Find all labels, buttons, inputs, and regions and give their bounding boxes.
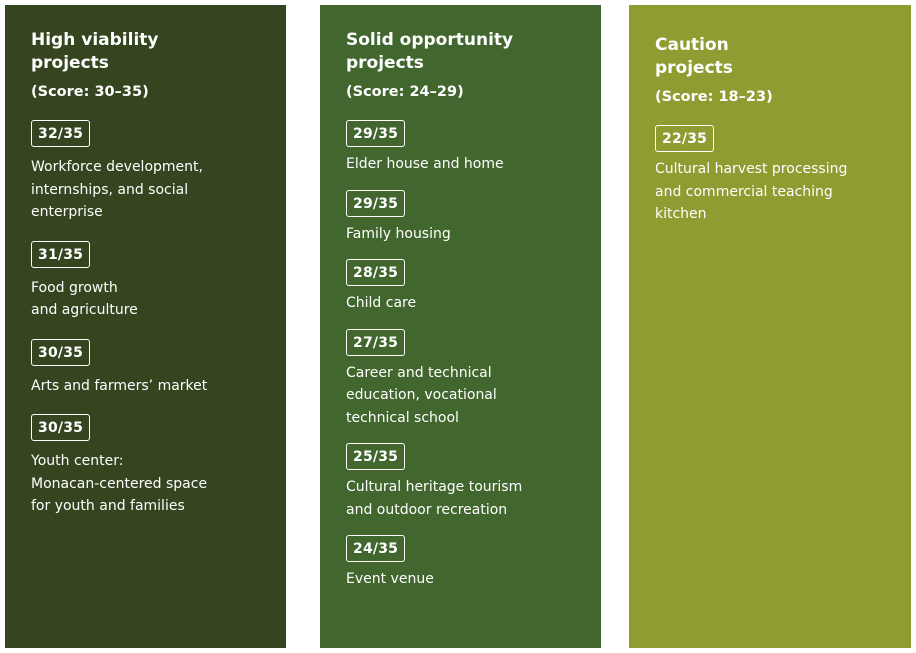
project-item: 29/35 Elder house and home bbox=[346, 120, 589, 176]
project-item: 30/35 Youth center: Monacan-centered spa… bbox=[31, 414, 274, 518]
project-label: Workforce development, internships, and … bbox=[31, 159, 203, 220]
project-item: 24/35 Event venue bbox=[346, 535, 589, 591]
project-label: Food growth and agriculture bbox=[31, 279, 138, 319]
score-badge: 29/35 bbox=[346, 120, 406, 147]
project-item: 22/35 Cultural harvest processing and co… bbox=[655, 125, 899, 226]
column-title: Solid opportunity projects bbox=[346, 30, 514, 73]
project-label: Arts and farmers’ market bbox=[31, 377, 208, 394]
score-badge: 29/35 bbox=[346, 189, 406, 217]
score-badge: 32/35 bbox=[31, 120, 91, 147]
column-high-viability: High viability projects (Score: 30–35) 3… bbox=[5, 5, 286, 648]
project-item: 30/35 Arts and farmers’ market bbox=[31, 338, 274, 398]
project-list: 22/35 Cultural harvest processing and co… bbox=[655, 125, 899, 226]
project-label: Cultural harvest processing and commerci… bbox=[655, 161, 848, 222]
project-item: 29/35 Family housing bbox=[346, 189, 589, 246]
project-item: 25/35 Cultural heritage tourism and outd… bbox=[346, 443, 589, 521]
column-title: High viability projects bbox=[31, 30, 159, 73]
score-badge: 25/35 bbox=[346, 443, 406, 470]
project-label: Family housing bbox=[346, 225, 451, 242]
column-title: Caution projects bbox=[655, 35, 733, 78]
score-badge: 28/35 bbox=[346, 259, 406, 286]
project-label: Event venue bbox=[346, 571, 434, 587]
project-label: Youth center: Monacan-centered space for… bbox=[31, 453, 208, 514]
score-badge: 24/35 bbox=[346, 535, 406, 562]
project-label: Child care bbox=[346, 295, 417, 311]
project-list: 29/35 Elder house and home 29/35 Family … bbox=[346, 120, 589, 591]
score-badge: 27/35 bbox=[346, 328, 406, 356]
project-label: Career and technical education, vocation… bbox=[346, 364, 497, 426]
project-label: Elder house and home bbox=[346, 156, 504, 172]
column-caution: Caution projects (Score: 18–23) 22/35 Cu… bbox=[629, 5, 911, 648]
project-item: 31/35 Food growth and agriculture bbox=[31, 240, 274, 322]
score-badge: 30/35 bbox=[31, 414, 91, 441]
project-item: 27/35 Career and technical education, vo… bbox=[346, 328, 589, 430]
column-solid-opportunity: Solid opportunity projects (Score: 24–29… bbox=[320, 5, 601, 648]
score-range: (Score: 18–23) bbox=[655, 89, 773, 105]
score-badge: 30/35 bbox=[31, 338, 91, 366]
project-item: 28/35 Child care bbox=[346, 259, 589, 315]
project-item: 32/35 Workforce development, internships… bbox=[31, 120, 274, 224]
score-range: (Score: 30–35) bbox=[31, 84, 149, 100]
score-badge: 22/35 bbox=[655, 125, 715, 152]
project-list: 32/35 Workforce development, internships… bbox=[31, 120, 274, 518]
project-label: Cultural heritage tourism and outdoor re… bbox=[346, 479, 523, 518]
score-badge: 31/35 bbox=[31, 240, 91, 268]
score-range: (Score: 24–29) bbox=[346, 84, 464, 100]
